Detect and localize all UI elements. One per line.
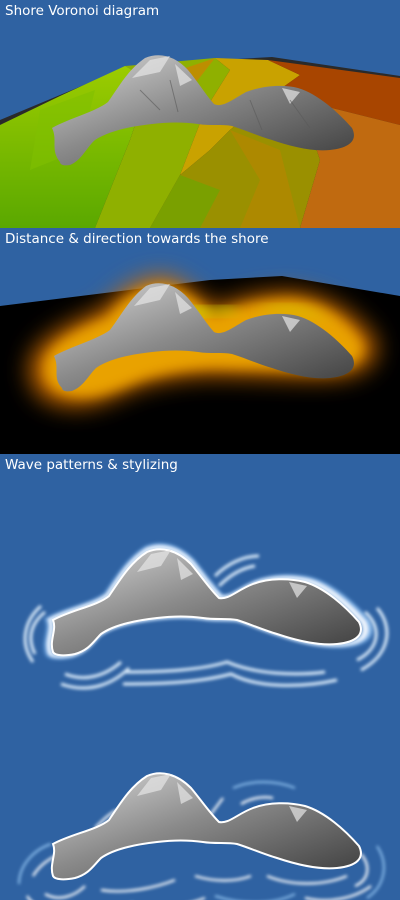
distance-illustration xyxy=(0,228,400,454)
panel-caption-waves: Wave patterns & stylizing xyxy=(5,457,178,473)
island-rock xyxy=(54,283,354,392)
panel-caption-voronoi: Shore Voronoi diagram xyxy=(5,3,160,19)
island-rock xyxy=(50,772,362,881)
island-rock xyxy=(52,55,354,166)
panel-voronoi: Shore Voronoi diagram xyxy=(0,0,400,228)
waves-illustration xyxy=(0,454,400,900)
panel-distance: Distance & direction towards the shore xyxy=(0,228,400,454)
wave-rings-upper xyxy=(23,546,389,690)
wave-stylized-lower xyxy=(18,772,385,900)
panel-caption-distance: Distance & direction towards the shore xyxy=(5,231,269,247)
island-rock xyxy=(50,548,362,657)
panel-waves: Wave patterns & stylizing xyxy=(0,454,400,900)
voronoi-illustration xyxy=(0,0,400,228)
